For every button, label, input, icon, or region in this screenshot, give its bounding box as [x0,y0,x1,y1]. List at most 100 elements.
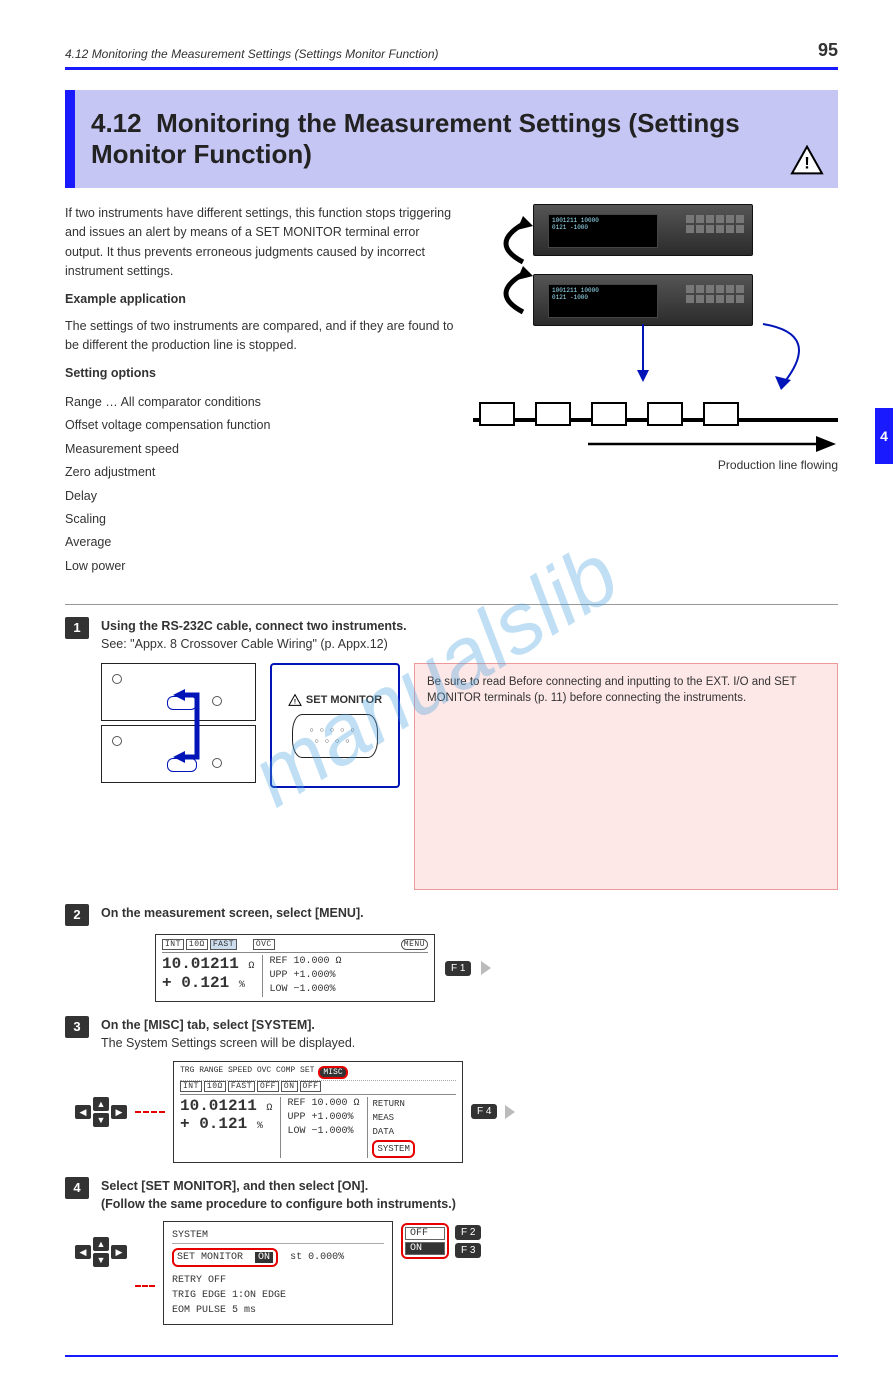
lcd-badge: OFF [300,1081,322,1092]
feature-item: Average [65,533,455,552]
step-4: 4 Select [SET MONITOR], and then select … [65,1177,838,1325]
step-3: 3 On the [MISC] tab, select [SYSTEM]. Th… [65,1016,838,1163]
set-monitor-label: SET MONITOR [306,694,382,706]
header-section: 4.12 Monitoring the Measurement Settings… [65,47,439,61]
lcd-badge: 10Ω [204,1081,226,1092]
system-line: RETRY OFF [172,1273,384,1288]
hero-number: 4.12 [91,108,142,138]
lcd-badge: INT [180,1081,202,1092]
step-3-note: The System Settings screen will be displ… [101,1036,355,1050]
lcd-main-reading: 10.01211 Ω + 0.121 % [162,955,254,997]
set-monitor-panel: ! SET MONITOR ○○○○○○○○○ [270,663,400,788]
feature-list: Range … All comparator conditions Offset… [65,393,455,576]
lcd-badge: FAST [228,1081,255,1092]
pointer-line-icon [135,1285,155,1287]
svg-text:!: ! [294,698,296,705]
step-number: 2 [65,904,89,926]
misc-tab[interactable]: MISC [318,1066,347,1079]
features-heading: Setting options [65,366,156,380]
example-heading: Example application [65,292,186,306]
st-value: st 0.000% [290,1252,344,1263]
production-box [479,402,515,426]
feature-item: Range … All comparator conditions [65,393,455,412]
feature-item: Delay [65,487,455,506]
header-rule [65,67,838,70]
production-box [703,402,739,426]
nav-up-icon[interactable]: ▲ [93,1097,109,1111]
chevron-right-icon [505,1105,515,1119]
step-1: 1 Using the RS-232C cable, connect two i… [65,617,838,890]
system-button[interactable]: SYSTEM [372,1140,414,1158]
divider [65,604,838,605]
conveyor: Production line flowing [473,418,838,472]
production-box [591,402,627,426]
f1-key[interactable]: F 1 [445,961,471,976]
system-lcd: SYSTEM SET MONITOR ON st 0.000% RETRY OF… [163,1221,393,1325]
hero-title: 4.12 Monitoring the Measurement Settings… [91,108,822,170]
page-number: 95 [818,40,838,61]
intro-paragraph: If two instruments have different settin… [65,204,455,282]
lcd-badge: FAST [210,939,237,950]
hero-title-text: Monitoring the Measurement Settings (Set… [91,108,740,169]
loop-arrows-icon [483,214,533,324]
lcd-badge: INT [162,939,184,950]
down-arrow-icon [633,264,833,394]
f2-key[interactable]: F 2 [455,1225,481,1240]
flow-arrow-icon [588,434,838,454]
instrument-a: 1001211 100000121 -1000 [533,204,753,256]
system-line: EOM PULSE 5 ms [172,1303,384,1318]
example-text: The settings of two instruments are comp… [65,317,455,356]
nav-up-icon[interactable]: ▲ [93,1237,109,1251]
step-4-title: Select [SET MONITOR], and then select [O… [101,1179,368,1193]
f4-key[interactable]: F 4 [471,1104,497,1119]
nav-left-icon[interactable]: ◀ [75,1245,91,1259]
lcd-screen: TRG RANGE SPEED OVC COMP SETMISC INT10ΩF… [173,1061,463,1164]
step-3-title: On the [MISC] tab, select [SYSTEM]. [101,1018,315,1032]
option-on[interactable]: ON [405,1242,445,1255]
on-off-selector[interactable]: OFF ON [401,1223,449,1259]
flow-label: Production line flowing [473,458,838,472]
lcd-badge: OVC [253,939,275,950]
menu-button[interactable]: MENU [401,939,428,950]
step-number: 3 [65,1016,89,1038]
step-number: 4 [65,1177,89,1199]
warning-note: Be sure to read Before connecting and in… [414,663,838,890]
page-header: 4.12 Monitoring the Measurement Settings… [65,40,838,61]
lcd-badge: ON [281,1081,298,1092]
pointer-line-icon [135,1111,165,1113]
feature-item: Low power [65,557,455,576]
rear-panels [101,663,256,890]
lcd-screen: INT10ΩFAST OVCMENU 10.01211 Ω + 0.121 % … [155,934,435,1002]
chevron-right-icon [481,961,491,975]
lcd-main-reading: 10.01211 Ω + 0.121 % [180,1097,272,1159]
nav-left-icon[interactable]: ◀ [75,1105,91,1119]
lcd-badge: OFF [257,1081,279,1092]
step-1-see: See: "Appx. 8 Crossover Cable Wiring" (p… [101,637,388,651]
db9-icon: ○○○○○○○○○ [292,714,378,758]
production-box [647,402,683,426]
intro-section: If two instruments have different settin… [65,204,838,580]
svg-text:!: ! [804,153,810,172]
nav-right-icon[interactable]: ▶ [111,1245,127,1259]
nav-right-icon[interactable]: ▶ [111,1105,127,1119]
nav-down-icon[interactable]: ▼ [93,1113,109,1127]
lcd-tabs: TRG RANGE SPEED OVC COMP SETMISC [180,1066,456,1081]
set-monitor-field[interactable]: SET MONITOR ON [172,1248,278,1267]
step-2: 2 On the measurement screen, select [MEN… [65,904,838,1002]
section-hero: 4.12 Monitoring the Measurement Settings… [65,90,838,188]
f3-key[interactable]: F 3 [455,1243,481,1258]
warning-icon: ! [288,694,302,706]
step-2-title: On the measurement screen, select [MENU]… [101,906,364,920]
feature-item: Offset voltage compensation function [65,416,455,435]
feature-item: Measurement speed [65,440,455,459]
step-1-title: Using the RS-232C cable, connect two ins… [101,619,407,633]
lcd-rhs-menu: RETURN MEAS DATA SYSTEM [367,1097,414,1159]
lcd-secondary: REF 10.000 ΩUPP +1.000%LOW −1.000% [262,955,341,997]
nav-pad[interactable]: ◀ ▲ ▼ ▶ [75,1097,127,1127]
cable-icon [141,687,201,787]
feature-item: Scaling [65,510,455,529]
option-off[interactable]: OFF [405,1227,445,1240]
nav-down-icon[interactable]: ▼ [93,1253,109,1267]
production-box [535,402,571,426]
system-title: SYSTEM [172,1228,384,1244]
